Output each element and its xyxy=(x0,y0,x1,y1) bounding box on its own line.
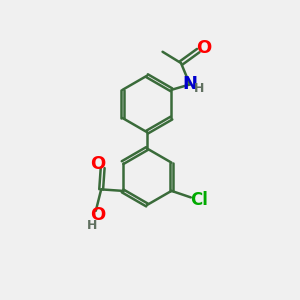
Text: N: N xyxy=(182,76,197,94)
Text: Cl: Cl xyxy=(190,191,208,209)
Text: O: O xyxy=(90,206,105,224)
Text: H: H xyxy=(194,82,205,94)
Text: O: O xyxy=(90,154,105,172)
Text: O: O xyxy=(196,39,211,57)
Text: H: H xyxy=(87,218,98,232)
